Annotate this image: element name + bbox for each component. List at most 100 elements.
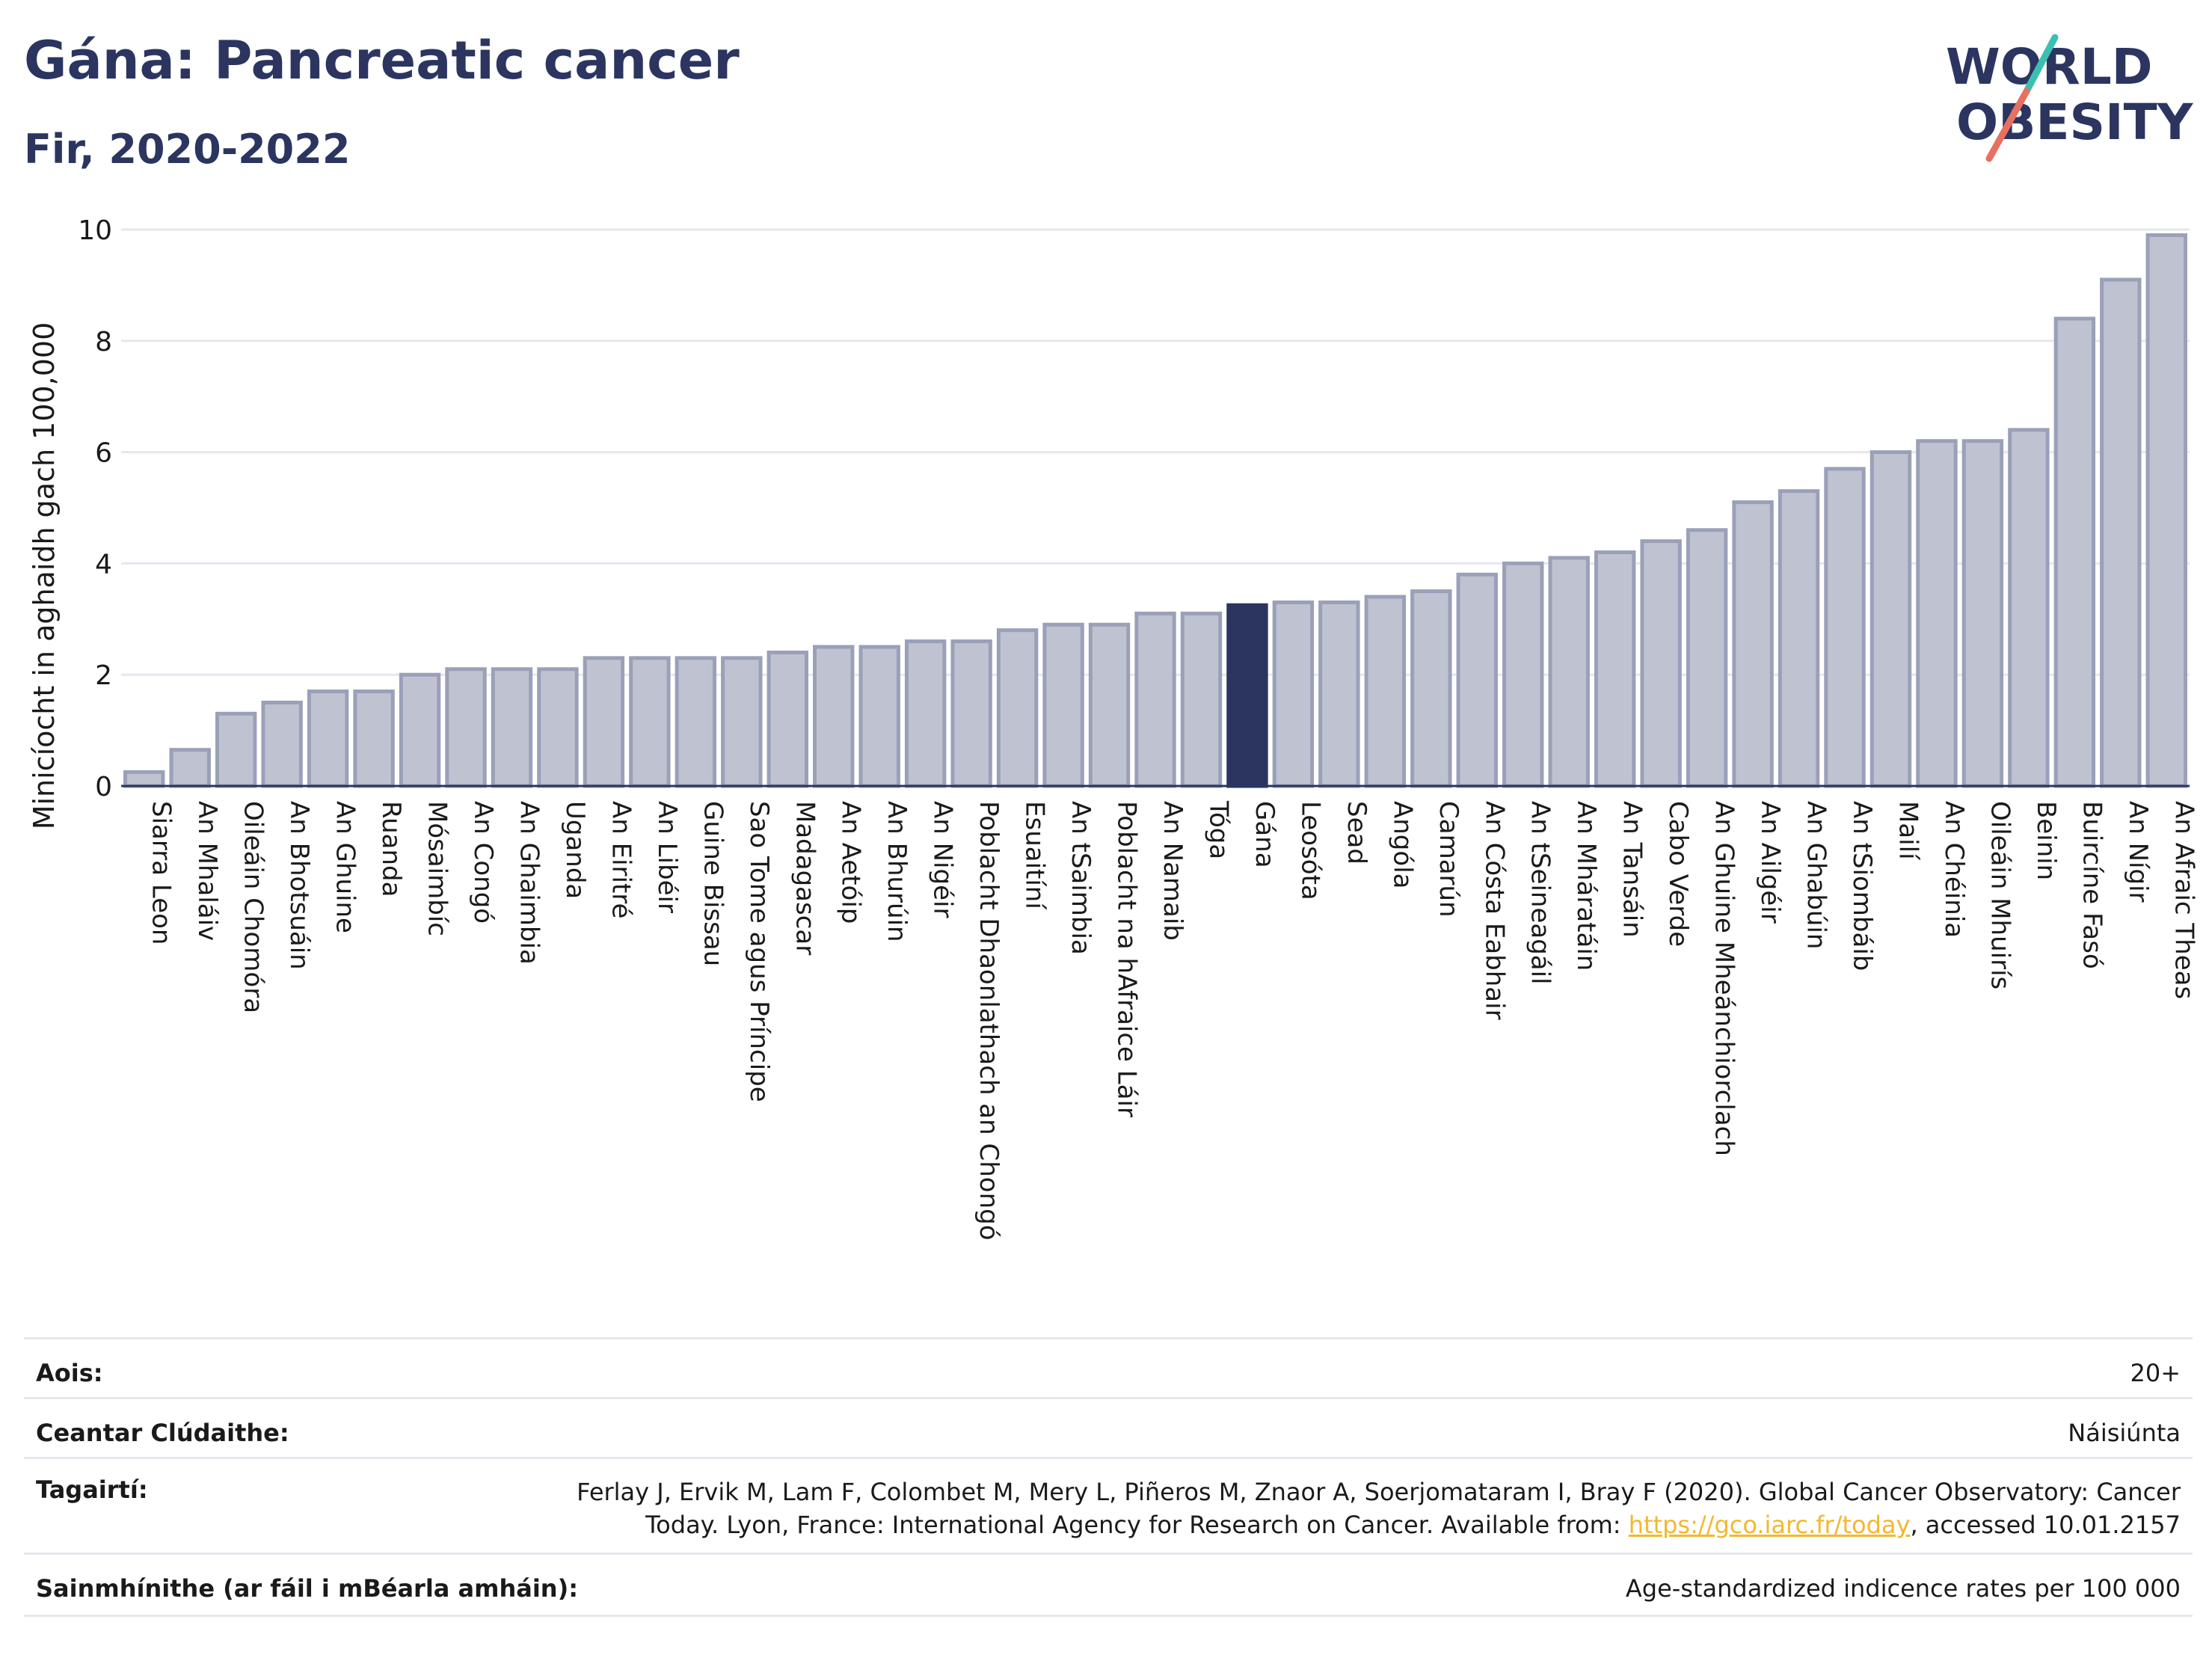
bar bbox=[1548, 556, 1590, 788]
references-link[interactable]: https://gco.iarc.fr/today bbox=[1628, 1511, 1911, 1539]
bar bbox=[537, 667, 579, 788]
x-tick-label: Sao Tome agus Príncipe bbox=[744, 801, 774, 1102]
bar bbox=[1088, 622, 1131, 788]
bar bbox=[1870, 450, 1912, 788]
y-tick-label: 8 bbox=[95, 327, 112, 357]
bar bbox=[1226, 603, 1268, 788]
area-label: Ceantar Clúdaithe: bbox=[36, 1419, 289, 1447]
bar bbox=[215, 711, 257, 788]
x-tick-label: Tóga bbox=[1203, 800, 1233, 859]
bar bbox=[2145, 233, 2187, 788]
y-tick-label: 6 bbox=[95, 438, 112, 469]
x-tick-label: An Bhurúin bbox=[882, 801, 912, 942]
bar bbox=[2053, 316, 2096, 788]
x-tick-label: Esuaitíní bbox=[1020, 801, 1050, 910]
x-tick-label: Guine Bissau bbox=[698, 801, 728, 966]
x-tick-label: An tSiombáib bbox=[1847, 801, 1877, 971]
bar-chart: 0 2 4 6 8 10 Siarra Leon An Mhaláiv Oileáin Cho… bbox=[28, 215, 2199, 1241]
x-tick-label: Oileáin Mhuirís bbox=[1985, 801, 2015, 989]
bar bbox=[1180, 611, 1223, 788]
x-tick-label: An Ghabúin bbox=[1801, 801, 1831, 949]
logo-slash-coral bbox=[1985, 87, 2030, 162]
bar bbox=[445, 667, 487, 788]
area-value: Náisiúnta bbox=[2068, 1419, 2181, 1447]
bar bbox=[1272, 600, 1315, 788]
x-tick-label: An Nigéir bbox=[928, 801, 958, 918]
bar bbox=[491, 667, 533, 788]
y-axis-label: Minicíocht in aghaidh gach 100,000 bbox=[28, 322, 61, 830]
bar bbox=[261, 700, 303, 788]
info-table: Aois: 20+ Ceantar Clúdaithe: Náisiúnta T… bbox=[24, 1337, 2193, 1617]
bar bbox=[1502, 561, 1544, 788]
chart-subtitle: Fir, 2020-2022 bbox=[24, 126, 351, 173]
x-axis-ticks: Siarra Leon An Mhaláiv Oileáin Chomóra An B… bbox=[147, 800, 2199, 1241]
bar bbox=[904, 639, 947, 788]
x-tick-label: Siarra Leon bbox=[147, 801, 176, 945]
bar bbox=[1594, 550, 1636, 788]
x-tick-label: Uganda bbox=[560, 801, 590, 899]
references-text: Ferlay J, Ervik M, Lam F, Colombet M, Me… bbox=[577, 1478, 2181, 1539]
references-label: Tagairtí: bbox=[36, 1476, 148, 1504]
x-tick-label: An tSeineagáil bbox=[1526, 801, 1555, 985]
x-tick-label: Angóla bbox=[1387, 801, 1417, 888]
x-tick-label: An Chéinia bbox=[1939, 801, 1969, 938]
y-tick-label: 4 bbox=[95, 549, 112, 580]
x-tick-label: Beinin bbox=[2031, 801, 2061, 880]
y-axis-ticks: 0 2 4 6 8 10 bbox=[78, 215, 112, 802]
bar bbox=[629, 656, 671, 788]
bar bbox=[1042, 622, 1084, 788]
bar bbox=[1686, 528, 1728, 788]
x-tick-label: An Tansáin bbox=[1617, 801, 1647, 938]
bar bbox=[858, 645, 900, 788]
x-tick-label: Cabo Verde bbox=[1663, 801, 1693, 947]
bar bbox=[307, 690, 349, 788]
bar bbox=[399, 672, 441, 788]
x-tick-label: An Ailgéir bbox=[1755, 801, 1785, 924]
x-tick-label: Buircíne Fasó bbox=[2077, 801, 2107, 969]
info-row-references: Tagairtí: Ferlay J, Ervik M, Lam F, Colo… bbox=[24, 1457, 2193, 1553]
logo-line2: OBESITY bbox=[1956, 93, 2194, 151]
x-tick-label: An Libéir bbox=[652, 801, 682, 913]
y-tick-label: 0 bbox=[95, 772, 112, 802]
chart-title: Gána: Pancreatic cancer bbox=[24, 30, 740, 91]
age-value: 20+ bbox=[2130, 1359, 2181, 1387]
x-tick-label: An Namaib bbox=[1158, 801, 1188, 941]
x-tick-label: Gána bbox=[1250, 801, 1279, 868]
x-tick-label: Oileáin Chomóra bbox=[239, 801, 268, 1013]
bars bbox=[121, 233, 2190, 788]
bar bbox=[1134, 611, 1176, 788]
references-suffix: , accessed 10.01.2157 bbox=[1910, 1511, 2181, 1539]
x-tick-label: An Congó bbox=[468, 801, 498, 924]
bar bbox=[1456, 572, 1498, 788]
bar bbox=[1318, 600, 1360, 788]
y-tick-label: 2 bbox=[95, 660, 112, 691]
bar bbox=[1640, 539, 1682, 788]
definitions-label: Sainmhínithe (ar fáil i mBéarla amháin): bbox=[36, 1574, 578, 1603]
bar bbox=[1410, 589, 1452, 788]
bar bbox=[1916, 439, 1958, 788]
x-tick-label: An Cósta Eabhair bbox=[1479, 801, 1509, 1020]
x-tick-label: An Ghaimbia bbox=[514, 801, 544, 965]
bar bbox=[169, 748, 211, 788]
x-tick-label: Leosóta bbox=[1295, 801, 1325, 900]
bar bbox=[123, 770, 165, 788]
references-value: Ferlay J, Ervik M, Lam F, Colombet M, Me… bbox=[535, 1476, 2193, 1541]
x-tick-label: An Afraic Theas bbox=[2169, 801, 2199, 999]
bar bbox=[583, 656, 625, 788]
x-tick-label: An Aetóip bbox=[836, 801, 866, 924]
x-tick-label: Mailí bbox=[1893, 801, 1923, 861]
bar bbox=[721, 656, 763, 788]
x-tick-label: An Bhotsuáin bbox=[284, 801, 314, 970]
x-tick-label: Mósaimbíc bbox=[423, 801, 452, 936]
x-tick-label: An Mhaláiv bbox=[192, 801, 222, 941]
x-tick-label: Poblacht na hAfraice Láir bbox=[1112, 801, 1142, 1117]
bar bbox=[1778, 489, 1820, 788]
bar bbox=[950, 639, 992, 788]
bar bbox=[675, 656, 717, 788]
x-tick-label: An Mháratáin bbox=[1571, 801, 1601, 971]
bar bbox=[1824, 467, 1866, 788]
x-tick-label: Ruanda bbox=[376, 801, 406, 897]
definitions-value: Age-standardized indicence rates per 100… bbox=[1625, 1574, 2181, 1603]
x-tick-label: An Nígir bbox=[2123, 801, 2153, 903]
x-tick-label: Madagascar bbox=[790, 801, 820, 955]
